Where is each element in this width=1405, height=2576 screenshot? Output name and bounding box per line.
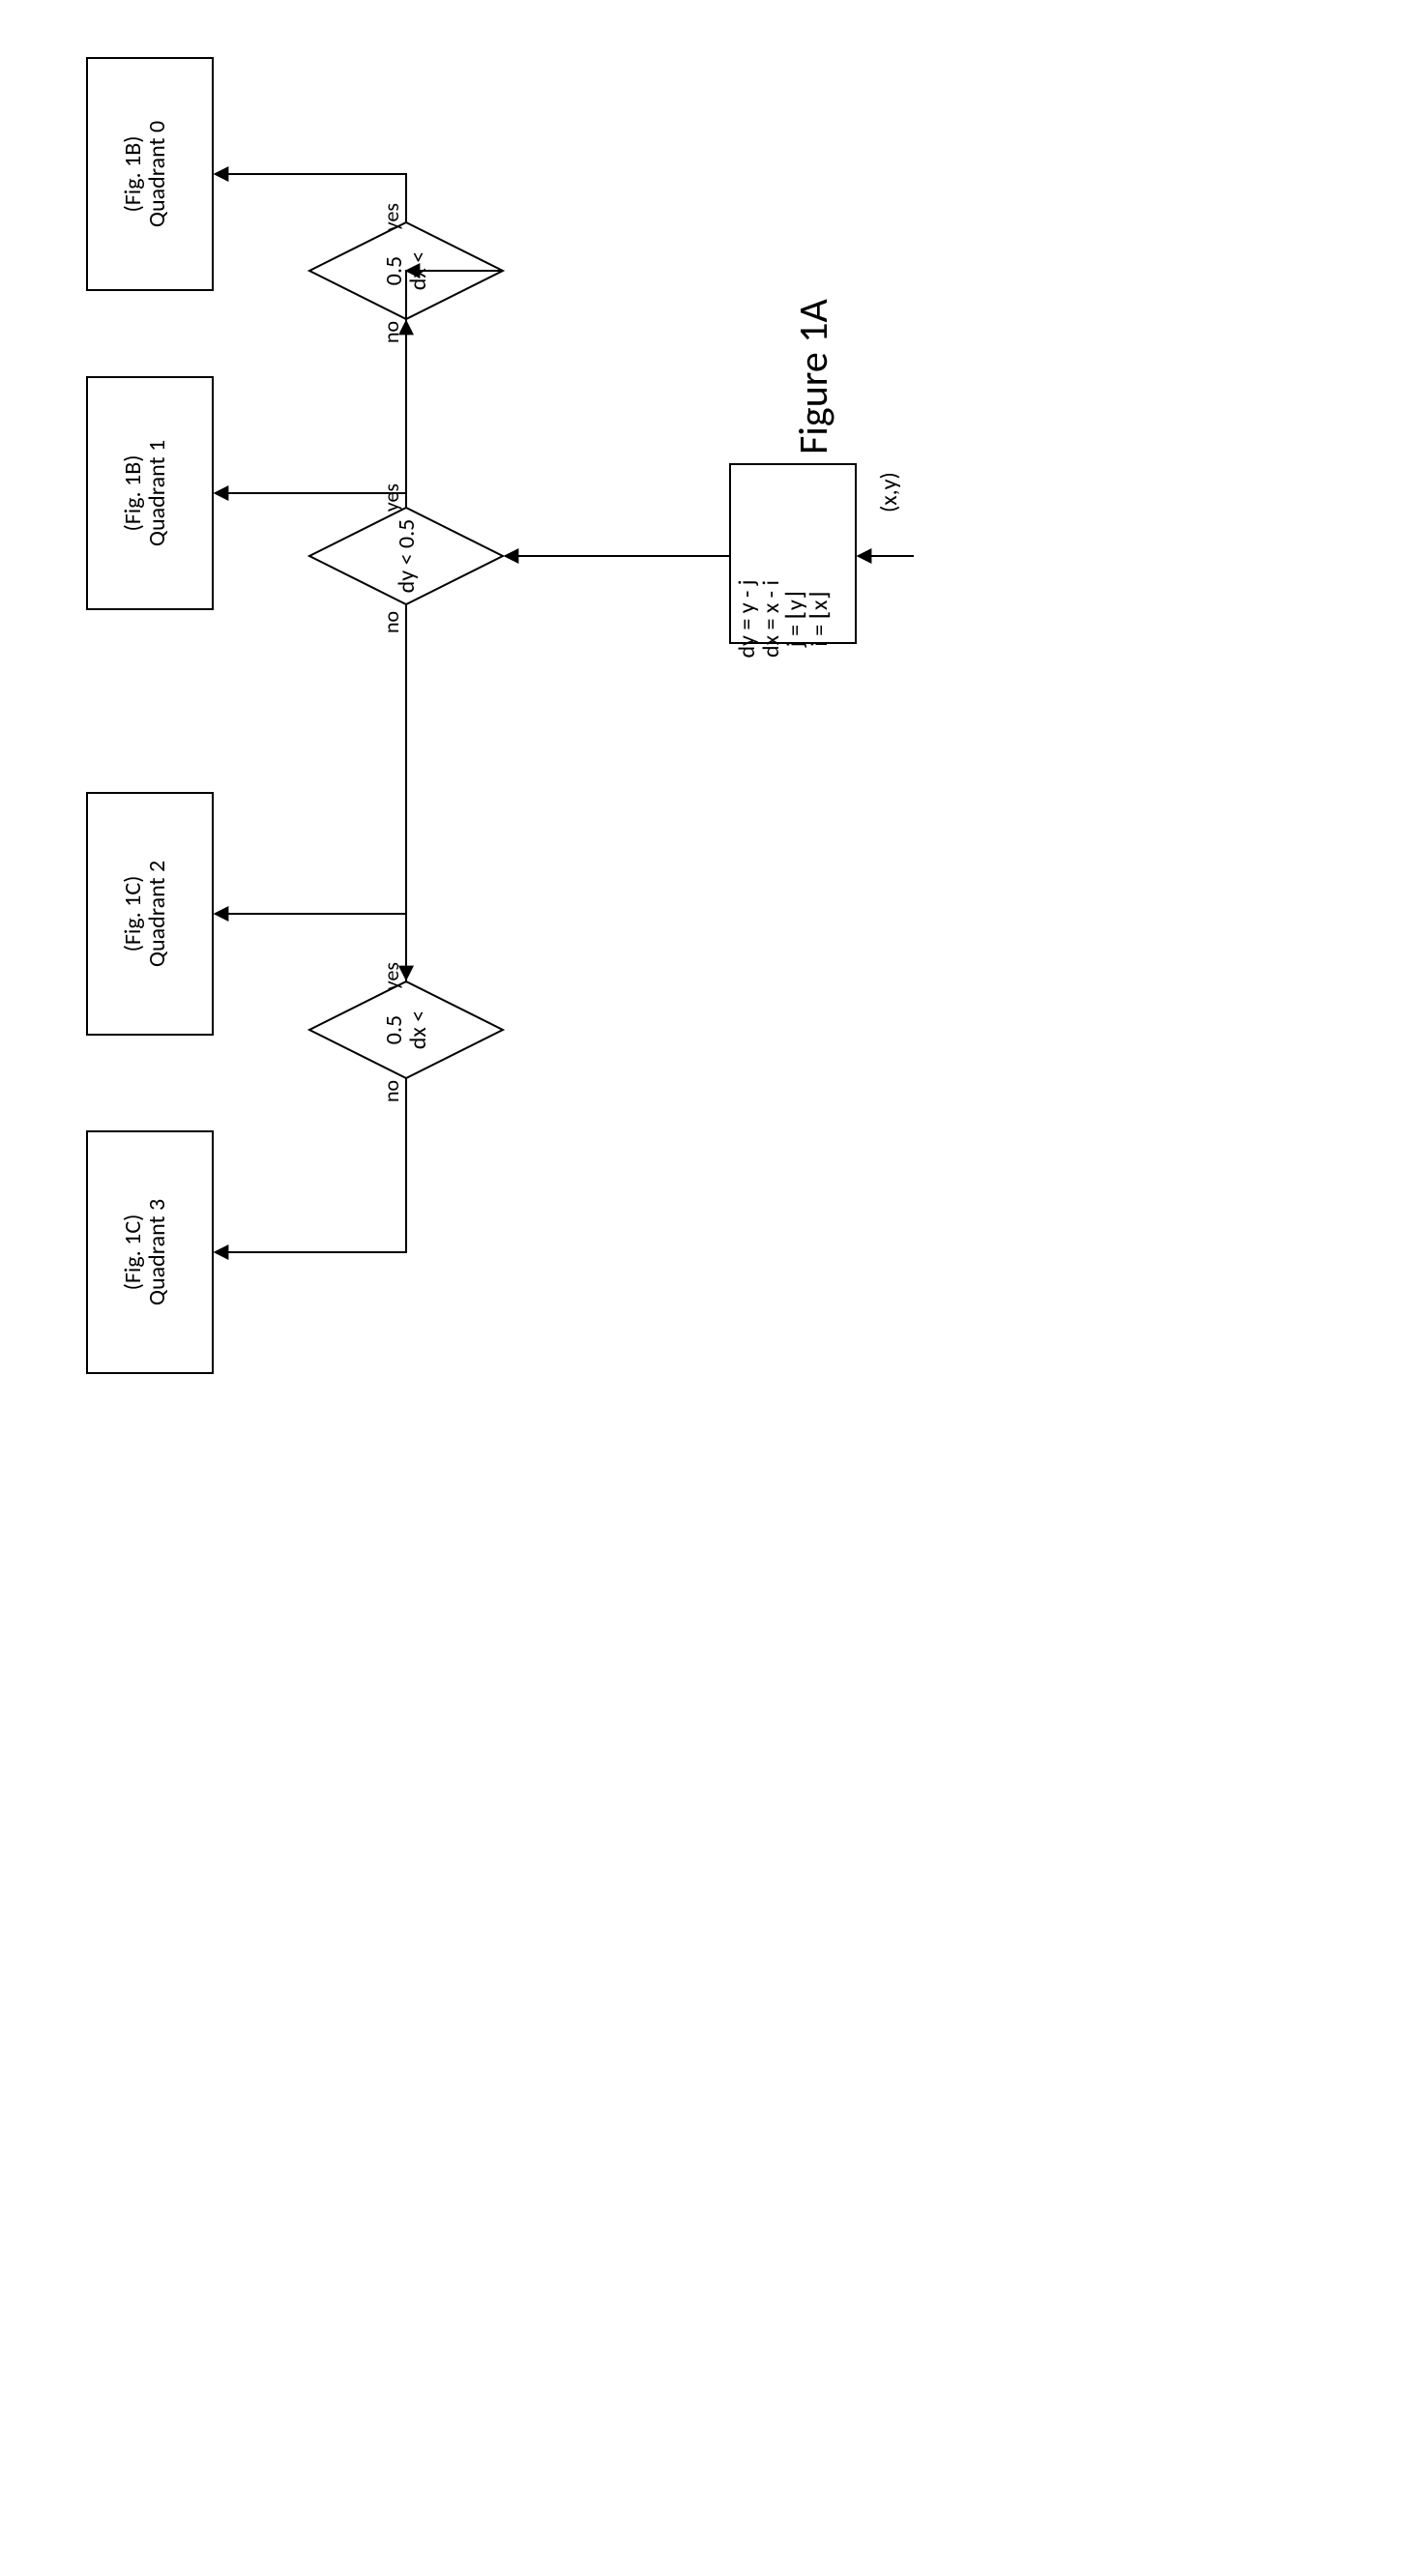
node-quadrant-0-line-0: Quadrant 0 <box>143 121 171 227</box>
node-quadrant-2: Quadrant 2 (Fig. 1C) <box>87 793 213 1035</box>
node-init-line-2: dx = x - i <box>757 580 785 658</box>
node-quadrant-3-line-0: Quadrant 3 <box>143 1199 171 1305</box>
label-dy-yes: yes <box>378 483 404 512</box>
node-init-line-1: j = ⌊y⌋ <box>781 591 809 648</box>
node-decision-dx-right: dx < 0.5 <box>309 981 503 1078</box>
edge-dxr-no <box>215 1078 406 1252</box>
node-init: i = ⌊x⌋ j = ⌊y⌋ dx = x - i dy = y - j <box>730 464 856 659</box>
label-dy-no: no <box>378 611 404 633</box>
node-quadrant-0-line-1: (Fig. 1B) <box>119 135 147 212</box>
node-decision-dx-left-line-1: 0.5 <box>380 256 408 285</box>
node-init-line-3: dy = y - j <box>733 579 761 658</box>
label-dxr-yes: yes <box>378 962 404 990</box>
node-quadrant-0: Quadrant 0 (Fig. 1B) <box>87 58 213 290</box>
label-dxl-no: no <box>378 321 404 343</box>
node-quadrant-3-line-1: (Fig. 1C) <box>119 1215 147 1291</box>
label-dxr-no: no <box>378 1080 404 1102</box>
node-quadrant-1-line-1: (Fig. 1B) <box>119 454 147 531</box>
node-decision-dy: dy < 0.5 <box>309 508 503 604</box>
node-decision-dx-right-line-0: dx < <box>404 1010 432 1049</box>
node-decision-dy-line-0: dy < 0.5 <box>393 519 421 594</box>
node-decision-dx-right-line-1: 0.5 <box>380 1015 408 1044</box>
node-quadrant-3: Quadrant 3 (Fig. 1C) <box>87 1131 213 1373</box>
node-quadrant-2-line-0: Quadrant 2 <box>143 861 171 967</box>
node-quadrant-2-line-1: (Fig. 1C) <box>119 876 147 952</box>
node-quadrant-1-line-0: Quadrant 1 <box>143 440 171 546</box>
node-quadrant-1: Quadrant 1 (Fig. 1B) <box>87 377 213 609</box>
input-label: (x,y) <box>875 472 903 512</box>
node-init-line-0: i = ⌊x⌋ <box>805 591 834 646</box>
figure-title: Figure 1A <box>789 298 838 454</box>
edge-dxl-no-final <box>215 319 406 493</box>
label-dxl-yes: yes <box>378 203 404 231</box>
